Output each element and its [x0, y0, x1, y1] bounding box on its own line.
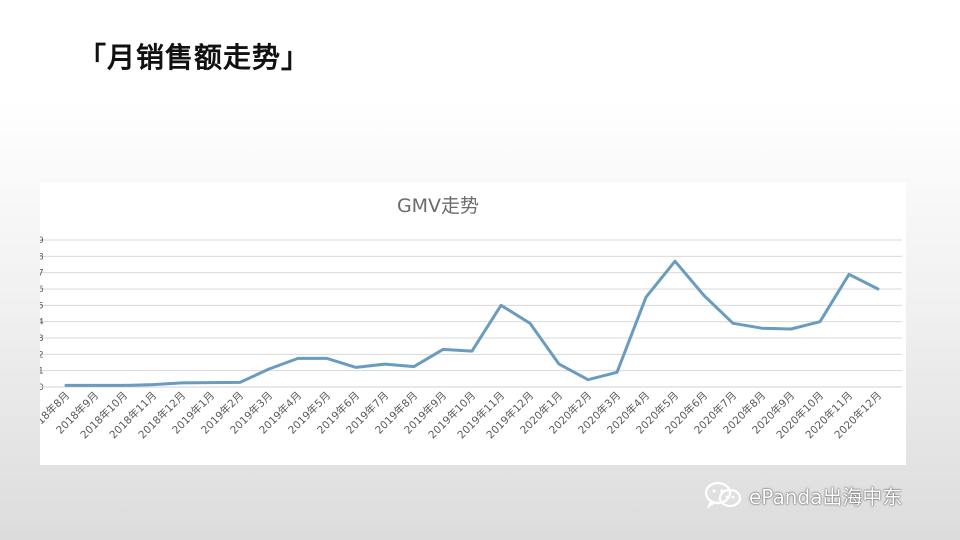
y-tick-label: 0	[40, 383, 44, 393]
watermark-text: ePanda出海中东	[749, 484, 903, 509]
gmv-series-line	[64, 259, 880, 387]
watermark: ePanda出海中东	[703, 480, 902, 510]
y-tick-label: 6	[40, 285, 44, 295]
y-tick-label: 2	[40, 350, 44, 360]
y-tick-label: 5	[40, 301, 44, 311]
x-axis-labels: 2018年8月2018年9月2018年10月2018年11月2018年12月20…	[40, 389, 884, 441]
y-axis-ticks: 0 1 2 3 4 5 6 7 8 9	[40, 236, 44, 393]
y-tick-label: 7	[40, 269, 44, 279]
chart-panel: GMV走势 0 1 2 3 4 5 6 7 8 9 2018年8月 2018年9月 2018年10月 2…	[40, 182, 906, 465]
line-chart: GMV走势 0 1 2 3 4 5 6 7 8 9 2018年8月2018年9月2018年10月2…	[40, 195, 902, 441]
y-tick-label: 9	[40, 236, 44, 246]
y-tick-label: 3	[40, 334, 44, 344]
slide-title: 「月销售额走势」	[78, 41, 311, 74]
y-tick-label: 8	[40, 252, 44, 262]
wechat-icon	[703, 480, 743, 510]
grid-lines	[40, 239, 902, 372]
chart-title: GMV走势	[397, 195, 479, 217]
y-tick-label: 1	[40, 367, 44, 377]
y-tick-label: 4	[40, 318, 44, 328]
